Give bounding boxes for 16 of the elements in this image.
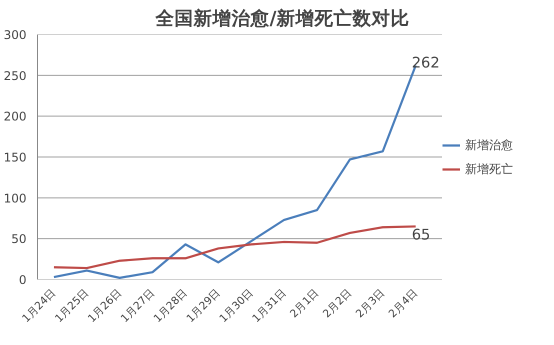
y-tick-label: 200 — [4, 110, 26, 124]
chart-title: 全国新增治愈/新增死亡数对比 — [154, 8, 410, 30]
y-tick-label: 150 — [4, 150, 26, 164]
annotation: 262 — [412, 54, 440, 72]
x-tick-label: 2月1日 — [287, 286, 322, 320]
y-tick-label: 300 — [4, 28, 26, 42]
y-tick-label: 250 — [4, 68, 26, 83]
y-tick-label: 50 — [11, 232, 27, 246]
y-tick-label: 0 — [18, 273, 27, 287]
x-tick-label: 2月4日 — [386, 286, 420, 320]
annotation: 65 — [412, 226, 430, 244]
x-tick-label: 2月3日 — [353, 286, 388, 320]
y-tick-label: 100 — [4, 191, 26, 206]
legend-label: 新增治愈 — [465, 136, 513, 154]
legend-label: 新增死亡 — [465, 160, 513, 178]
x-tick-label: 2月2日 — [320, 286, 355, 320]
